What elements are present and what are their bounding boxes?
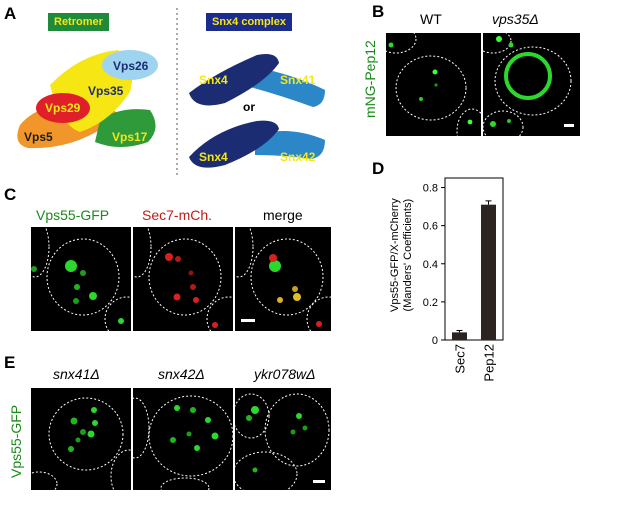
y-tick-label-2: 0.4 <box>423 259 438 271</box>
panel-e-row-label: Vps55-GFP <box>8 404 24 478</box>
panel-b-col-wt: WT <box>420 11 442 27</box>
snx4-bottom-label: Snx4 <box>199 150 228 164</box>
vps29-shape <box>36 93 90 123</box>
snx41-label: Snx41 <box>280 73 316 87</box>
snx4-snx41-pair <box>189 54 325 107</box>
panel-a-divider <box>176 8 178 178</box>
panel-c-col-gfp: Vps55-GFP <box>36 207 110 223</box>
panel-e-col-snx41: snx41Δ <box>53 366 100 382</box>
y-tick-label-0: 0 <box>432 335 438 347</box>
vps29-label: Vps29 <box>45 101 81 115</box>
panel-e-col-ykr078w: ykr078wΔ <box>254 366 316 382</box>
panel-e-letter: E <box>4 353 16 372</box>
snx4-snx42-pair <box>189 120 325 168</box>
micrograph-ykr078w-vps55 <box>235 388 331 490</box>
micrograph-snx41-vps55 <box>31 388 131 490</box>
vps26-label: Vps26 <box>113 59 149 73</box>
micrograph-vps35-pep12 <box>483 33 580 136</box>
panel-c-col-merge: merge <box>263 207 303 223</box>
panel-c-letter: C <box>4 185 17 204</box>
snx42-label: Snx42 <box>280 150 316 164</box>
manders-bar-chart: 0 0.2 0.4 0.6 0.8 Sec7 Pep12 <box>423 177 504 382</box>
micrograph-snx42-vps55 <box>133 388 233 490</box>
retromer-cartoon <box>17 50 158 149</box>
panel-b-row-label: mNG-Pep12 <box>362 40 378 118</box>
micrograph-wt-pep12 <box>386 33 481 136</box>
y-tick-label-4: 0.8 <box>423 183 438 195</box>
bar-sec7 <box>452 332 467 340</box>
retromer-title: Retromer <box>48 13 109 31</box>
bar-pep12 <box>481 204 496 340</box>
vps17-shape <box>95 109 156 147</box>
x-category-label-sec7: Sec7 <box>453 344 468 374</box>
snx4-cartoon <box>189 54 325 168</box>
panel-c-col-mch: Sec7-mCh. <box>142 207 213 223</box>
panel-a-letter: A <box>4 4 17 23</box>
micrograph-vps55-gfp <box>31 227 131 331</box>
panel-d-ylabel-line1: Vps55-GFP/X-mCherry <box>389 198 401 312</box>
panel-e-col-snx42: snx42Δ <box>158 366 205 382</box>
or-label: or <box>243 100 255 114</box>
panel-b-letter: B <box>372 2 385 21</box>
y-tick-label-3: 0.6 <box>423 221 438 233</box>
vps26-shape <box>102 50 158 80</box>
panel-d-letter: D <box>372 159 385 178</box>
snx4-complex-title: Snx4 complex <box>206 13 292 31</box>
x-category-label-pep12: Pep12 <box>482 344 497 382</box>
panel-b-col-mutant: vps35Δ <box>492 11 539 27</box>
micrograph-sec7-mch <box>133 227 233 331</box>
snx4-top-label: Snx4 <box>199 73 228 87</box>
y-tick-label-1: 0.2 <box>423 297 438 309</box>
vps5-label: Vps5 <box>24 130 53 144</box>
vps35-label: Vps35 <box>88 84 124 98</box>
chart-frame <box>444 177 504 341</box>
vps17-label: Vps17 <box>112 130 148 144</box>
micrograph-merge <box>235 227 331 331</box>
